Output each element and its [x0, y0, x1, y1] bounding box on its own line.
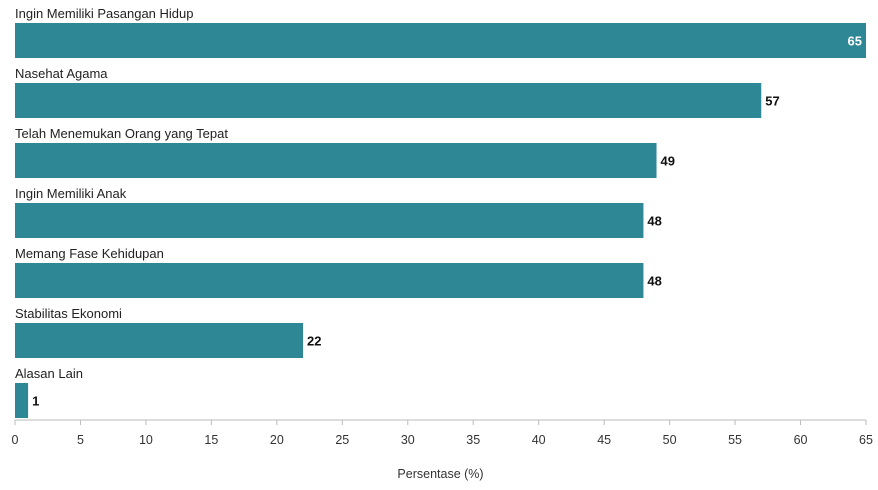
x-tick-label: 20: [270, 433, 284, 447]
data-label: 48: [647, 214, 661, 229]
x-tick-label: 35: [466, 433, 480, 447]
x-axis-title: Persentase (%): [397, 467, 483, 481]
category-label: Ingin Memiliki Anak: [15, 186, 127, 201]
x-tick-label: 45: [597, 433, 611, 447]
x-tick-label: 5: [77, 433, 84, 447]
category-label: Nasehat Agama: [15, 66, 108, 81]
bar: [15, 23, 866, 58]
bar: [15, 383, 29, 418]
data-label: 48: [647, 274, 661, 289]
data-label: 1: [32, 394, 39, 409]
category-label: Stabilitas Ekonomi: [15, 306, 122, 321]
x-tick-label: 50: [663, 433, 677, 447]
x-tick-label: 30: [401, 433, 415, 447]
bars-layer: Ingin Memiliki Pasangan Hidup 65 Nasehat A…: [15, 6, 866, 418]
bar: [15, 143, 657, 178]
x-tick-label: 55: [728, 433, 742, 447]
x-tick-label: 40: [532, 433, 546, 447]
category-label: Memang Fase Kehidupan: [15, 246, 164, 261]
bar: [15, 263, 644, 298]
data-label: 22: [307, 334, 321, 349]
category-label: Telah Menemukan Orang yang Tepat: [15, 126, 228, 141]
bar: [15, 83, 762, 118]
x-tick-label: 15: [204, 433, 218, 447]
category-label: Ingin Memiliki Pasangan Hidup: [15, 6, 193, 21]
x-tick-label: 25: [335, 433, 349, 447]
category-label: Alasan Lain: [15, 366, 83, 381]
x-axis-ticks: 0 5 10 15 20 25 30 35 40 45 50 55 60 65: [12, 420, 873, 447]
x-tick-label: 10: [139, 433, 153, 447]
data-label: 57: [765, 94, 779, 109]
bar: [15, 203, 644, 238]
data-label: 49: [661, 154, 675, 169]
x-tick-label: 0: [12, 433, 19, 447]
x-tick-label: 65: [859, 433, 873, 447]
bar: [15, 323, 304, 358]
data-label: 65: [848, 34, 862, 49]
x-tick-label: 60: [794, 433, 808, 447]
